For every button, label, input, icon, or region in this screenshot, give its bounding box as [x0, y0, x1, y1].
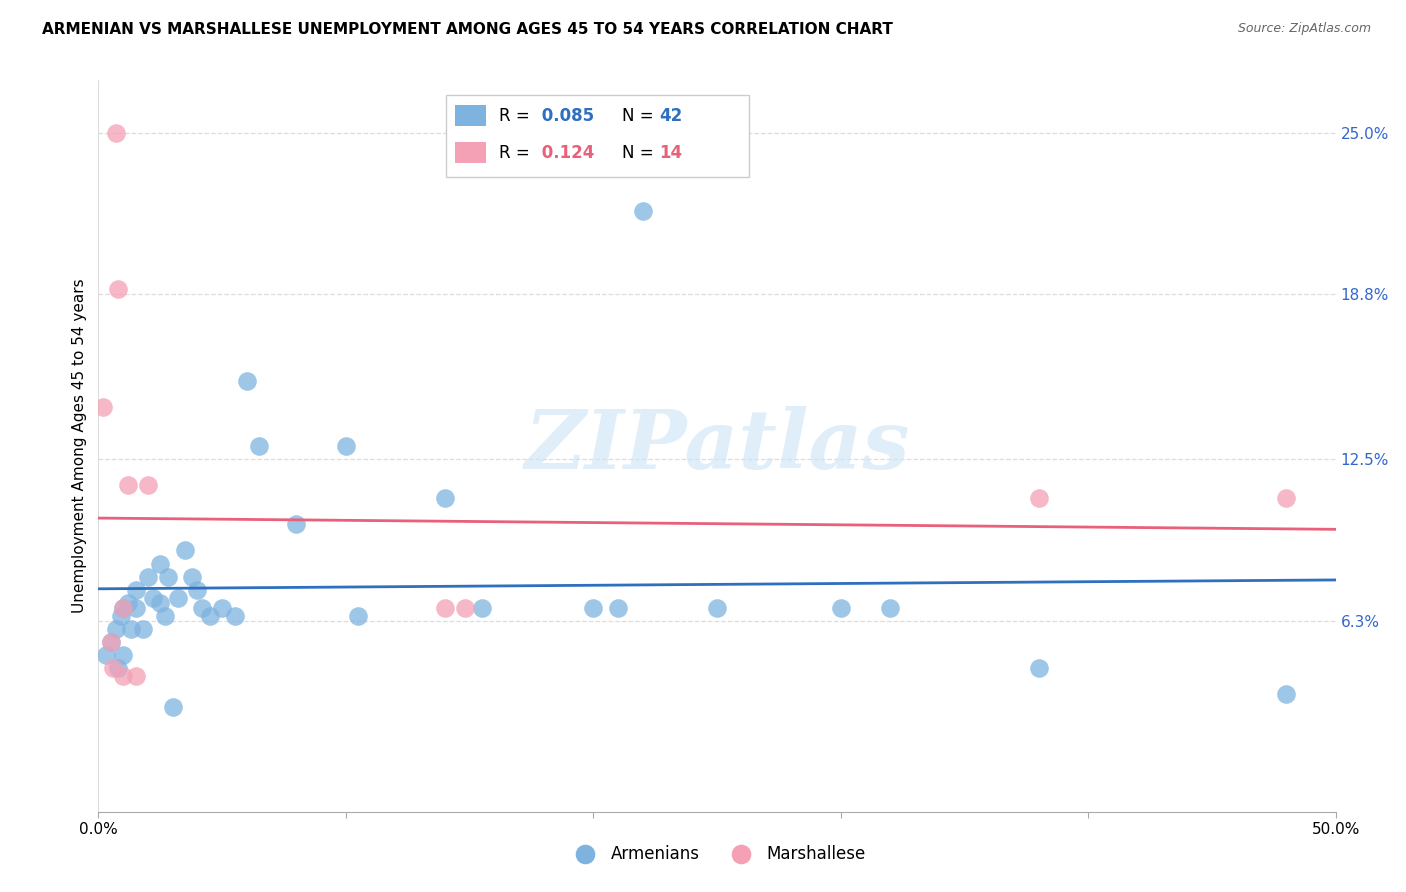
Text: R =: R =	[499, 107, 534, 125]
Point	[110, 608, 132, 623]
Point	[830, 601, 852, 615]
Point	[631, 203, 654, 218]
Point	[112, 601, 135, 615]
Point	[93, 400, 115, 414]
Point	[149, 557, 172, 571]
Point	[433, 601, 456, 615]
FancyBboxPatch shape	[456, 104, 486, 126]
Point	[191, 601, 214, 615]
Text: 0.124: 0.124	[536, 144, 595, 162]
Text: ZIPatlas: ZIPatlas	[524, 406, 910, 486]
Point	[100, 635, 122, 649]
Point	[94, 648, 117, 662]
Text: 42: 42	[659, 107, 683, 125]
Point	[142, 591, 165, 605]
Point	[136, 478, 159, 492]
Point	[706, 601, 728, 615]
Y-axis label: Unemployment Among Ages 45 to 54 years: Unemployment Among Ages 45 to 54 years	[72, 278, 87, 614]
Point	[120, 622, 142, 636]
Point	[112, 648, 135, 662]
Point	[149, 596, 172, 610]
Point	[347, 608, 370, 623]
Point	[471, 601, 494, 615]
Point	[582, 601, 605, 615]
Legend: Armenians, Marshallese: Armenians, Marshallese	[562, 838, 872, 869]
Point	[433, 491, 456, 506]
Point	[1275, 491, 1298, 506]
Point	[117, 478, 139, 492]
Point	[156, 569, 179, 583]
Point	[112, 669, 135, 683]
Point	[607, 601, 630, 615]
Text: R =: R =	[499, 144, 534, 162]
Point	[453, 601, 475, 615]
Point	[162, 700, 184, 714]
FancyBboxPatch shape	[456, 142, 486, 163]
Text: N =: N =	[623, 107, 659, 125]
Text: Source: ZipAtlas.com: Source: ZipAtlas.com	[1237, 22, 1371, 36]
Point	[124, 669, 146, 683]
Point	[107, 661, 129, 675]
Text: ARMENIAN VS MARSHALLESE UNEMPLOYMENT AMONG AGES 45 TO 54 YEARS CORRELATION CHART: ARMENIAN VS MARSHALLESE UNEMPLOYMENT AMO…	[42, 22, 893, 37]
Point	[174, 543, 197, 558]
Point	[104, 622, 127, 636]
Point	[104, 126, 127, 140]
Point	[103, 661, 125, 675]
Point	[181, 569, 204, 583]
Point	[117, 596, 139, 610]
Point	[1028, 661, 1050, 675]
Point	[879, 601, 901, 615]
Point	[1275, 687, 1298, 701]
Text: 14: 14	[659, 144, 682, 162]
Point	[1028, 491, 1050, 506]
FancyBboxPatch shape	[446, 95, 749, 177]
Point	[132, 622, 155, 636]
Point	[166, 591, 188, 605]
Point	[211, 601, 233, 615]
Point	[198, 608, 221, 623]
Point	[100, 635, 122, 649]
Point	[107, 282, 129, 296]
Point	[335, 439, 357, 453]
Point	[124, 601, 146, 615]
Point	[124, 582, 146, 597]
Point	[236, 374, 259, 388]
Point	[136, 569, 159, 583]
Point	[155, 608, 177, 623]
Point	[186, 582, 208, 597]
Point	[247, 439, 270, 453]
Point	[285, 517, 308, 532]
Text: 0.085: 0.085	[536, 107, 593, 125]
Point	[112, 601, 135, 615]
Point	[224, 608, 246, 623]
Text: N =: N =	[623, 144, 659, 162]
